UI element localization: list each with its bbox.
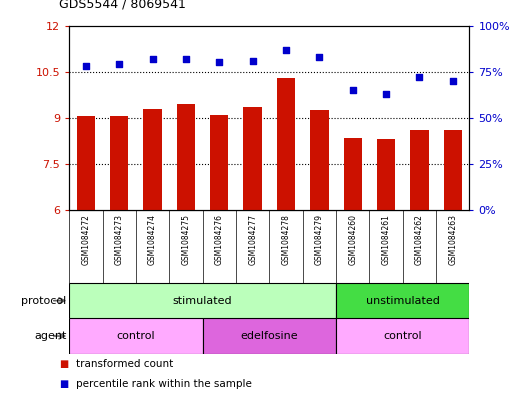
- Text: unstimulated: unstimulated: [366, 296, 440, 306]
- Point: [82, 63, 90, 69]
- Bar: [244, 107, 262, 210]
- Text: GSM1084275: GSM1084275: [182, 214, 190, 265]
- Text: GSM1084274: GSM1084274: [148, 214, 157, 265]
- Bar: [177, 104, 195, 210]
- Bar: [69, 318, 203, 354]
- Point: [149, 56, 157, 62]
- Text: GDS5544 / 8069541: GDS5544 / 8069541: [59, 0, 186, 11]
- Text: edelfosine: edelfosine: [241, 331, 298, 341]
- Text: percentile rank within the sample: percentile rank within the sample: [76, 379, 252, 389]
- Bar: [110, 116, 128, 210]
- Bar: [336, 283, 469, 318]
- Bar: [210, 115, 228, 210]
- Text: agent: agent: [34, 331, 67, 341]
- Bar: [144, 108, 162, 210]
- Bar: [336, 318, 469, 354]
- Bar: [377, 140, 395, 210]
- Bar: [77, 116, 95, 210]
- Text: ■: ■: [59, 358, 68, 369]
- Text: stimulated: stimulated: [173, 296, 232, 306]
- Text: GSM1084278: GSM1084278: [282, 214, 290, 265]
- Point: [416, 74, 424, 81]
- Text: GSM1084277: GSM1084277: [248, 214, 257, 265]
- Text: GSM1084279: GSM1084279: [315, 214, 324, 265]
- Text: transformed count: transformed count: [76, 358, 173, 369]
- Bar: [344, 138, 362, 210]
- Point: [382, 91, 390, 97]
- Text: GSM1084260: GSM1084260: [348, 214, 357, 265]
- Text: control: control: [116, 331, 155, 341]
- Point: [215, 59, 224, 66]
- Text: GSM1084263: GSM1084263: [448, 214, 457, 265]
- Bar: [203, 318, 336, 354]
- Point: [248, 57, 256, 64]
- Bar: [444, 130, 462, 210]
- Bar: [277, 78, 295, 210]
- Text: GSM1084261: GSM1084261: [382, 214, 390, 265]
- Text: GSM1084262: GSM1084262: [415, 214, 424, 265]
- Point: [182, 56, 190, 62]
- Bar: [310, 110, 328, 210]
- Text: GSM1084272: GSM1084272: [82, 214, 90, 265]
- Text: GSM1084276: GSM1084276: [215, 214, 224, 265]
- Point: [349, 87, 357, 93]
- Text: protocol: protocol: [22, 296, 67, 306]
- Bar: [69, 283, 336, 318]
- Point: [315, 54, 323, 60]
- Text: GSM1084273: GSM1084273: [115, 214, 124, 265]
- Point: [115, 61, 124, 68]
- Point: [448, 78, 457, 84]
- Point: [282, 46, 290, 53]
- Text: ■: ■: [59, 379, 68, 389]
- Text: control: control: [383, 331, 422, 341]
- Bar: [410, 130, 428, 210]
